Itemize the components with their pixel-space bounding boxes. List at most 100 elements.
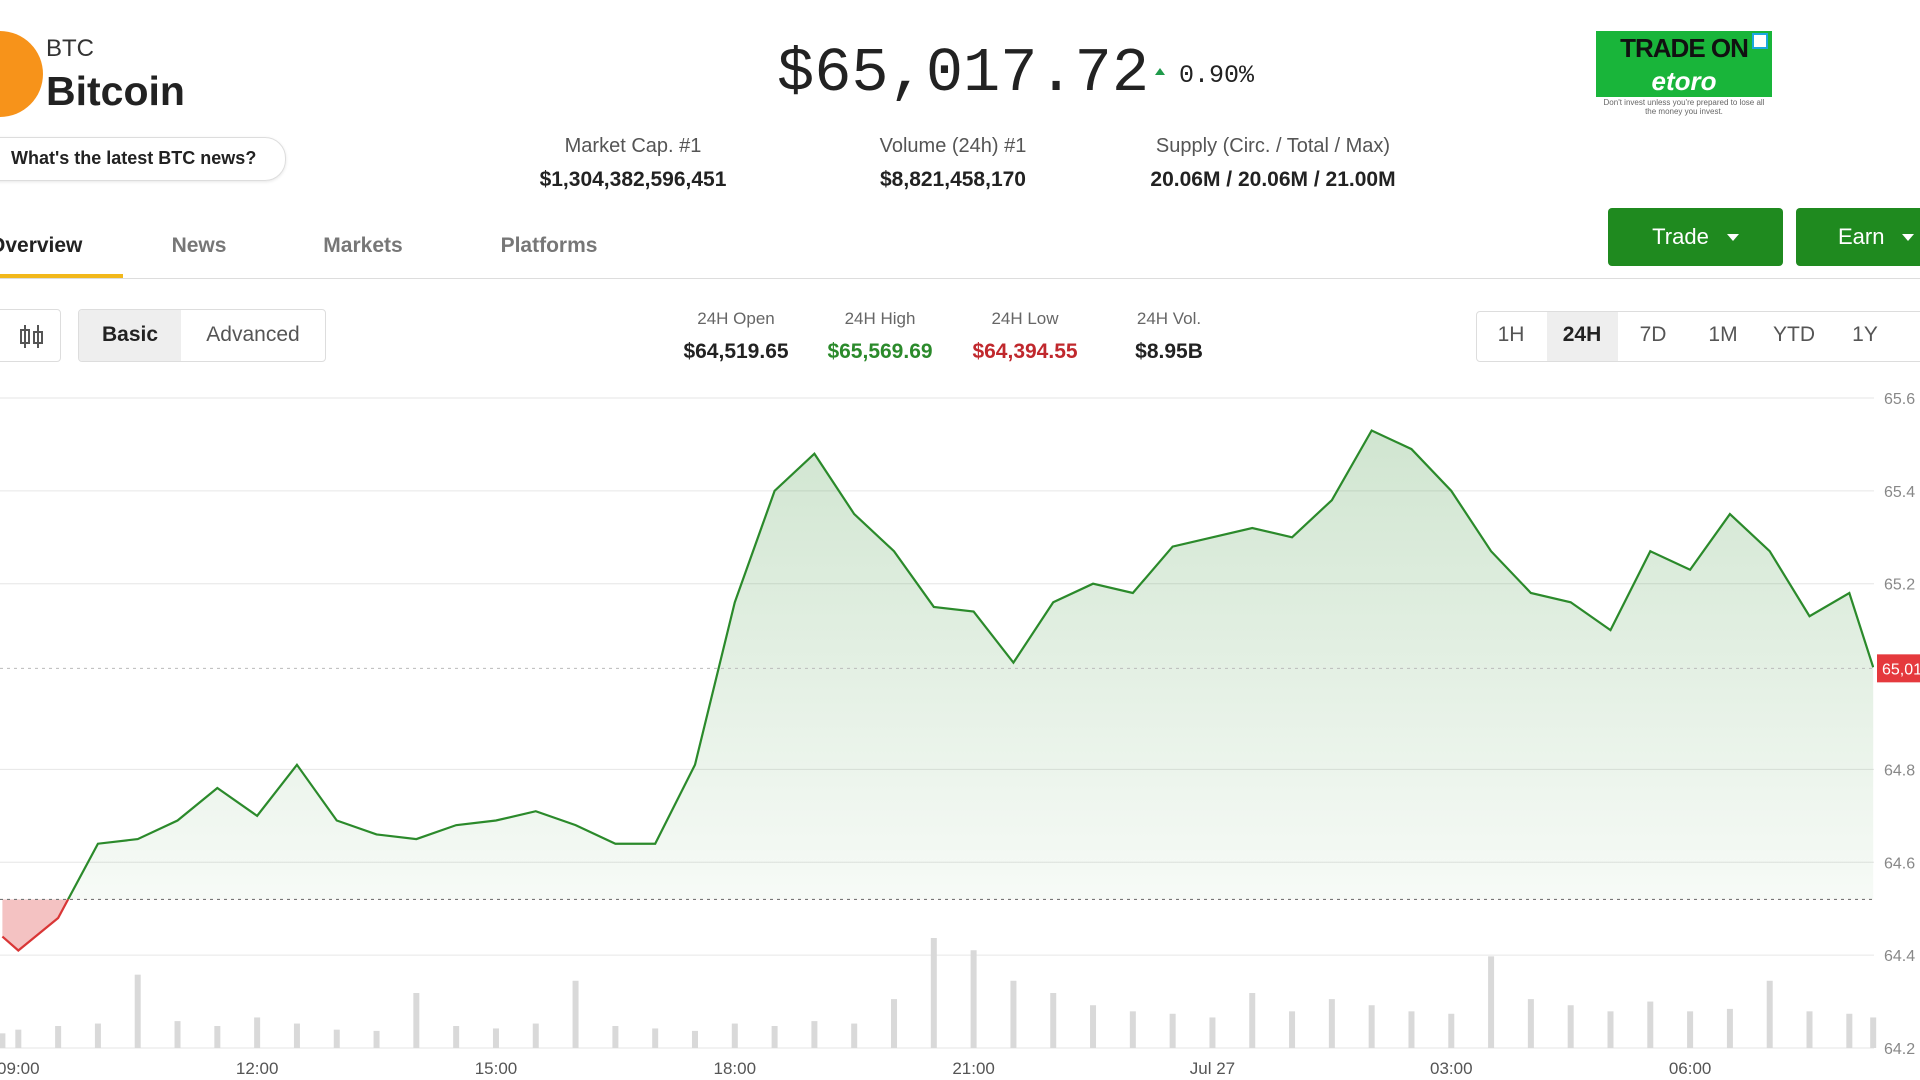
- x-tick-label: 21:00: [952, 1059, 995, 1078]
- x-tick-label: 18:00: [714, 1059, 757, 1078]
- day-stat-value: $65,569.69: [827, 340, 933, 363]
- volume-bar: [1766, 980, 1773, 1048]
- tab[interactable]: News: [171, 234, 227, 257]
- view-mode[interactable]: Basic: [101, 323, 159, 346]
- area-above: [68, 430, 1874, 900]
- volume-bar: [1169, 1013, 1176, 1048]
- ad-choices-icon[interactable]: [1752, 33, 1768, 49]
- volume-bar: [1567, 1005, 1574, 1048]
- volume-bar: [1448, 1013, 1455, 1048]
- day-stat-value: $8.95B: [1135, 340, 1203, 363]
- volume-bar: [851, 1023, 858, 1048]
- volume-bar: [134, 974, 141, 1048]
- toggle-selected: [79, 310, 181, 361]
- x-tick-label: 06:00: [1669, 1059, 1712, 1078]
- volume-bar: [811, 1021, 818, 1048]
- tab-active[interactable]: Overview: [0, 234, 83, 257]
- day-stat-value: $64,394.55: [972, 340, 1078, 363]
- news-pill[interactable]: [0, 137, 286, 181]
- volume-bar: [1527, 999, 1534, 1048]
- price: $65,017.72: [777, 38, 1150, 109]
- volume-bar: [691, 1030, 698, 1048]
- button-label[interactable]: Earn: [1838, 224, 1885, 249]
- volume-bar: [1090, 1005, 1097, 1048]
- y-tick-label: 65.4: [1884, 484, 1915, 501]
- volume-bar: [891, 999, 898, 1048]
- news-prompt[interactable]: What's the latest BTC news?: [11, 148, 257, 168]
- y-tick-label: 64.4: [1884, 948, 1915, 965]
- x-tick-label: 03:00: [1430, 1059, 1473, 1078]
- tab-underline: [0, 274, 123, 278]
- day-stat-value: $64,519.65: [683, 340, 789, 363]
- volume-bar: [612, 1026, 619, 1048]
- day-stat-label: 24H Open: [697, 309, 775, 328]
- candle-icon: [20, 325, 43, 348]
- y-tick-label: 65.6: [1884, 391, 1915, 408]
- range-selected: [1547, 312, 1618, 361]
- y-tick-label: 64.6: [1884, 855, 1915, 872]
- volume-bar: [1209, 1017, 1216, 1048]
- caret-icon: [1902, 233, 1915, 241]
- volume-bar: [214, 1026, 221, 1048]
- y-tick-label: 64.2: [1884, 1041, 1915, 1058]
- earn-button[interactable]: Earn: [1796, 208, 1920, 266]
- stat-value: 20.06M / 20.06M / 21.00M: [1150, 168, 1396, 191]
- stat-label: Volume (24h) #1: [879, 135, 1027, 157]
- ad-disclaimer: Don't invest unless you're prepared to l…: [1603, 98, 1765, 116]
- trade-button[interactable]: Trade: [1608, 208, 1783, 266]
- volume-bar: [373, 1030, 380, 1048]
- view-mode[interactable]: Advanced: [206, 323, 300, 346]
- candle-toggle[interactable]: [0, 309, 61, 362]
- range-option[interactable]: 1M: [1708, 323, 1738, 346]
- volume-bar: [55, 1026, 62, 1048]
- price-change: 0.90%: [1179, 61, 1255, 90]
- price-line: [66, 429, 1874, 900]
- volume-bar: [652, 1028, 659, 1048]
- volume-bar: [0, 1033, 6, 1048]
- x-tick-label: 15:00: [475, 1059, 518, 1078]
- x-tick-label: 09:00: [0, 1059, 40, 1078]
- volume-bar: [413, 993, 420, 1048]
- volume-bar: [1647, 1001, 1654, 1048]
- ad-banner[interactable]: [1596, 31, 1772, 97]
- volume-bar: [1129, 1011, 1136, 1048]
- volume-bar: [572, 980, 579, 1048]
- volume-bar: [1488, 956, 1495, 1048]
- y-tick-label: 64.8: [1884, 762, 1915, 779]
- ad-title[interactable]: TRADE ON: [1620, 33, 1749, 63]
- volume-bar: [1806, 1011, 1813, 1048]
- volume-bar: [532, 1023, 539, 1048]
- current-price-box: [1877, 654, 1920, 683]
- range-option[interactable]: 7D: [1639, 323, 1667, 346]
- view-toggle: [78, 309, 326, 362]
- x-tick-label: 12:00: [236, 1059, 279, 1078]
- volume-bar: [1249, 993, 1256, 1048]
- volume-bar: [15, 1029, 22, 1048]
- divider: [0, 278, 1920, 279]
- range-selector: [1476, 311, 1920, 362]
- ad-brand[interactable]: etoro: [1651, 66, 1717, 96]
- caret-icon: [1726, 233, 1739, 241]
- tab[interactable]: Platforms: [500, 234, 598, 257]
- stat-label: Market Cap. #1: [564, 135, 702, 157]
- volume-bar: [731, 1023, 738, 1048]
- volume-bar: [1846, 1013, 1853, 1048]
- button-label[interactable]: Trade: [1652, 224, 1709, 249]
- x-tick-label: Jul 27: [1190, 1059, 1235, 1078]
- change-arrow: [1155, 68, 1165, 75]
- volume-bar: [254, 1017, 261, 1048]
- day-stat-label: 24H High: [844, 309, 916, 328]
- volume-bar: [453, 1026, 460, 1048]
- range-option[interactable]: 1Y: [1852, 323, 1878, 346]
- range-option[interactable]: 24H: [1562, 323, 1602, 346]
- volume-bar: [94, 1023, 101, 1048]
- tab[interactable]: Markets: [323, 234, 403, 257]
- range-option[interactable]: 1H: [1497, 323, 1525, 346]
- current-price-label: 65,017.72: [1882, 661, 1920, 678]
- range-option[interactable]: YTD: [1773, 323, 1815, 346]
- volume-bar: [293, 1023, 300, 1048]
- volume-bar: [970, 950, 977, 1048]
- day-stat-label: 24H Vol.: [1136, 309, 1202, 328]
